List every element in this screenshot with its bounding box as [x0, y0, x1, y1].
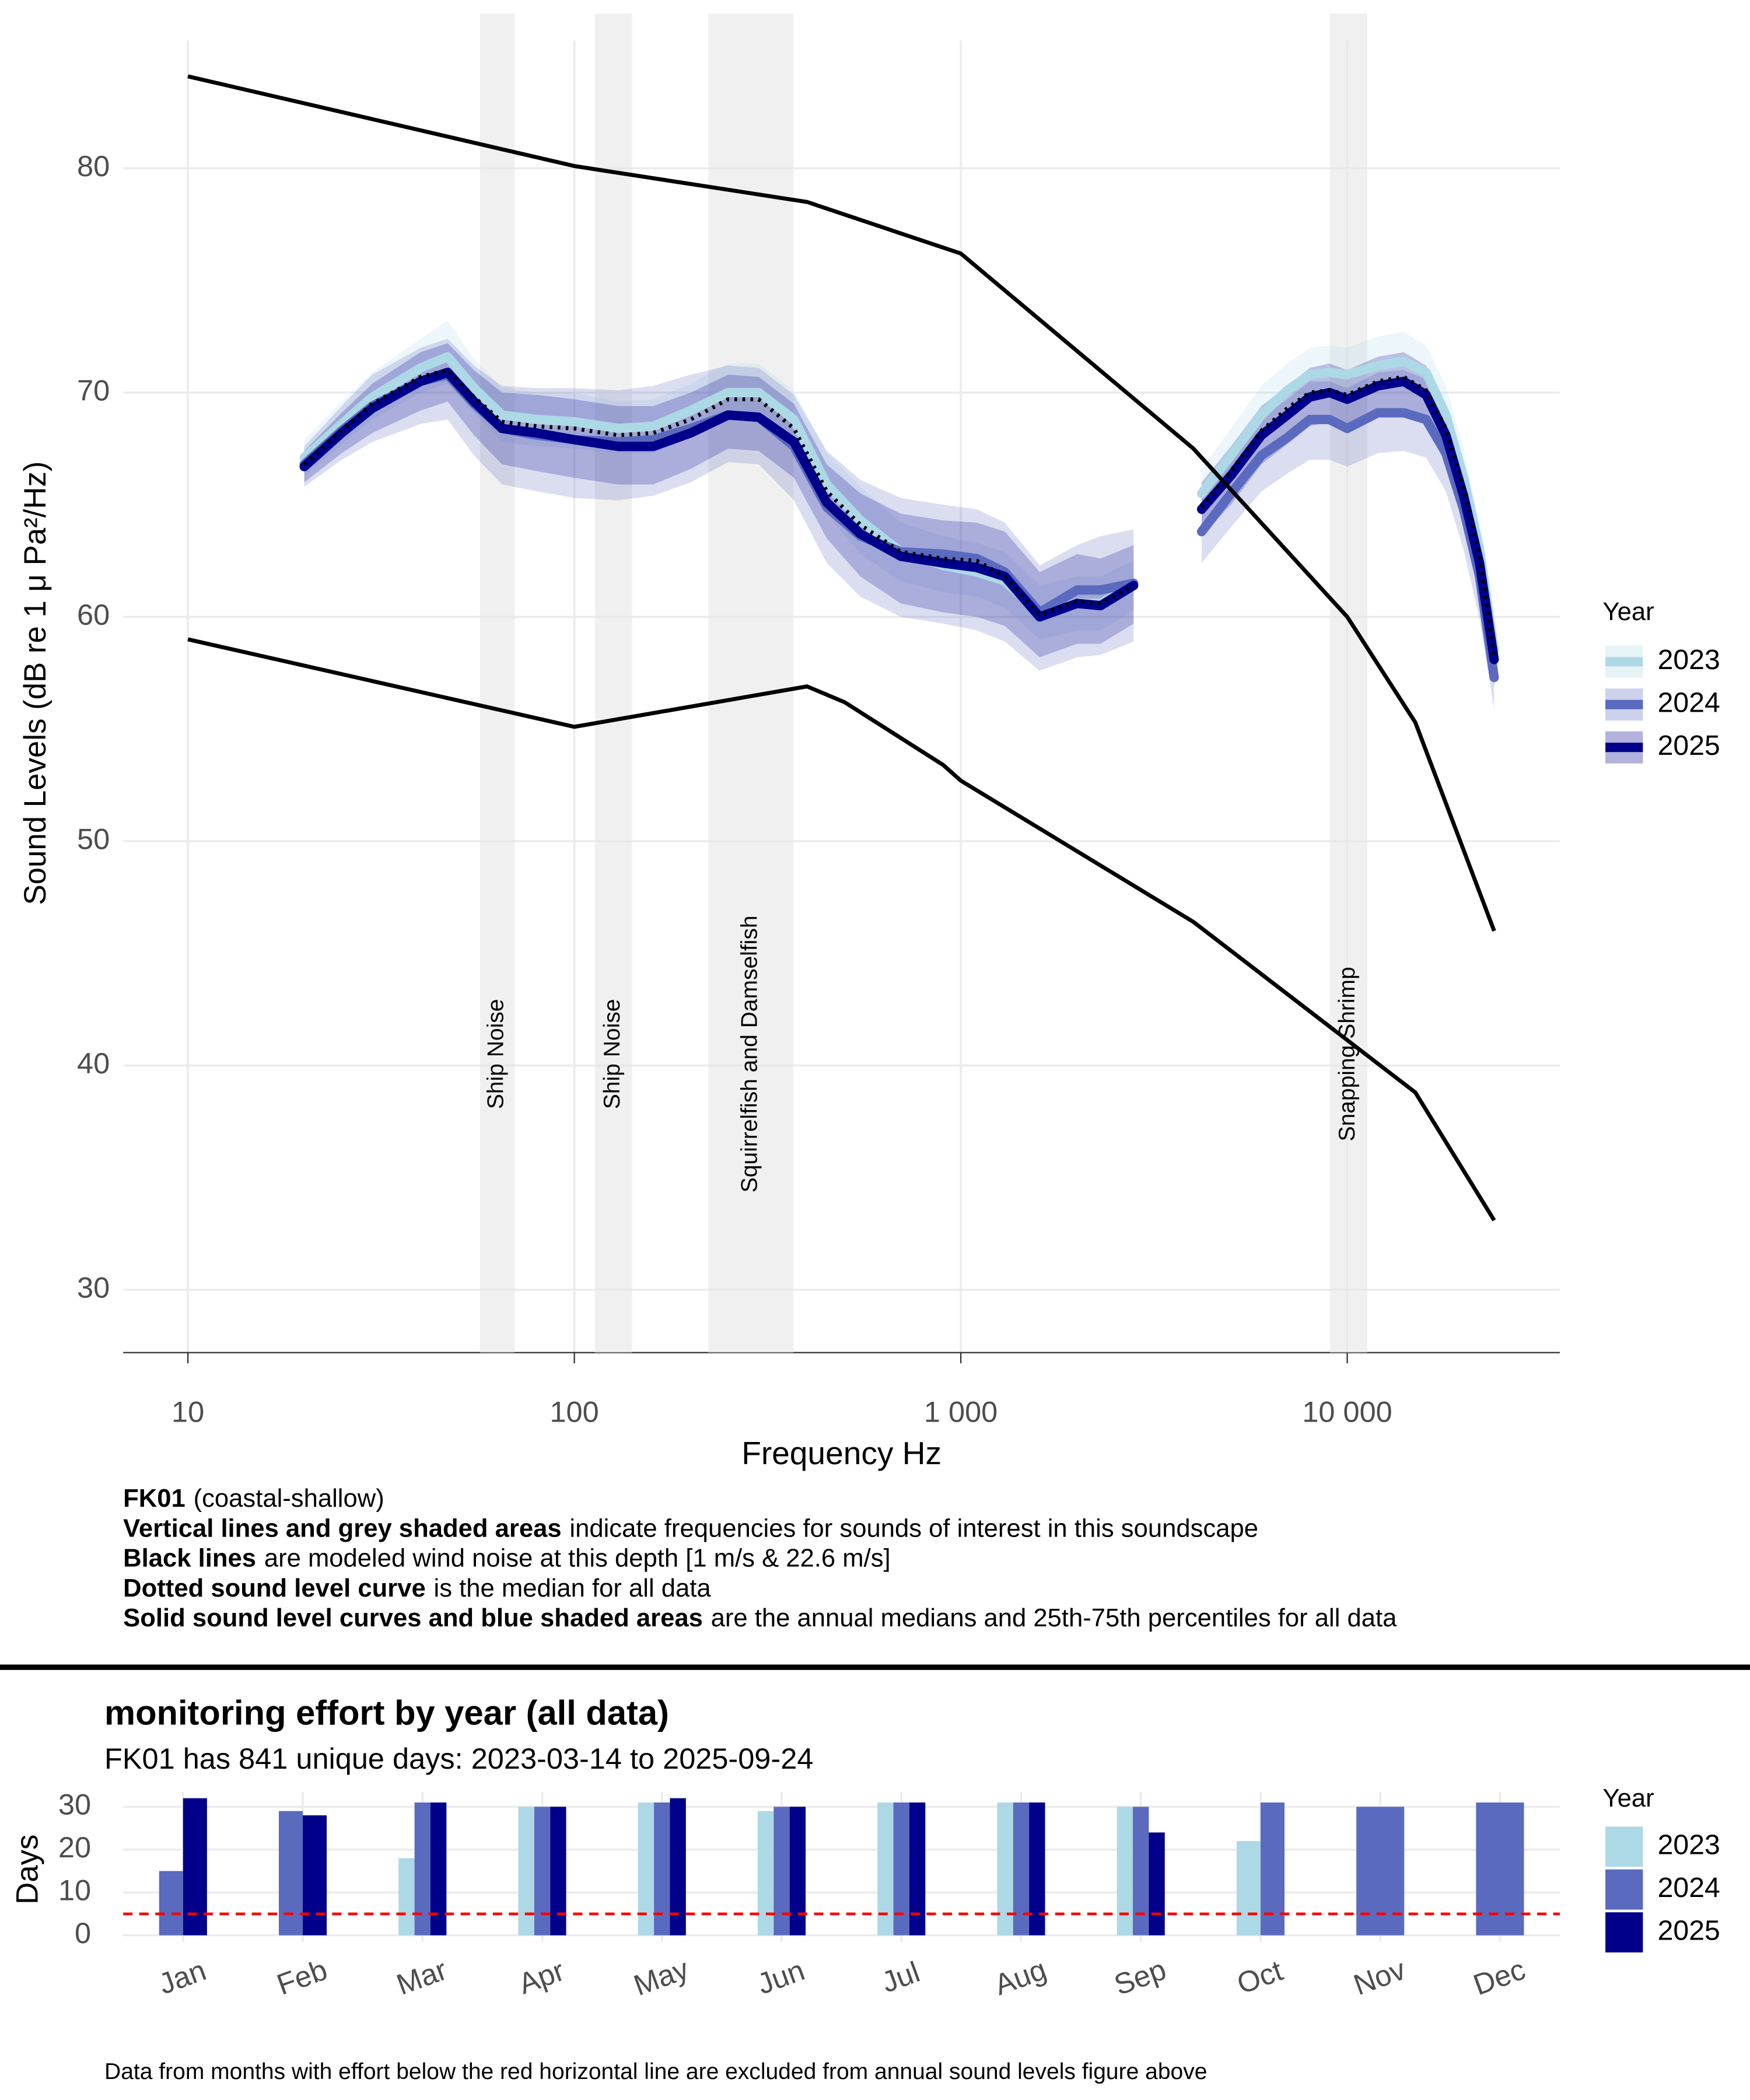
region	[480, 13, 514, 1353]
wind-noise-line	[187, 637, 1496, 1222]
bar	[893, 1802, 909, 1936]
bar	[909, 1802, 926, 1936]
bar	[1149, 1832, 1165, 1936]
bar	[1116, 1807, 1133, 1936]
legend-key	[1605, 1826, 1643, 1867]
caption-bold: Black lines	[123, 1544, 256, 1572]
bar	[534, 1807, 551, 1936]
caption-text: are modeled wind noise at this depth [1 …	[264, 1544, 891, 1572]
bar	[159, 1871, 183, 1936]
bar	[877, 1802, 894, 1936]
bar	[278, 1811, 303, 1936]
y-tick-label: 30	[77, 1270, 110, 1304]
wind-noise-line	[187, 74, 1496, 932]
bar	[303, 1815, 327, 1936]
bar	[774, 1807, 790, 1936]
bar	[670, 1798, 686, 1936]
legend-label: 2023	[1658, 644, 1720, 676]
bar	[1260, 1802, 1285, 1936]
caption-bold: FK01	[123, 1485, 186, 1513]
y-tick-label: 40	[77, 1046, 110, 1080]
legend-key	[1605, 1869, 1643, 1910]
bar	[757, 1811, 774, 1936]
caption-line: Black lines are modeled wind noise at thi…	[123, 1544, 890, 1572]
bar	[1133, 1807, 1149, 1936]
x-tick-label: 10	[172, 1395, 204, 1429]
chart-title: monitoring effort by year (all data)	[104, 1693, 669, 1732]
bar	[183, 1798, 207, 1936]
region	[708, 13, 794, 1353]
legend-title: Year	[1603, 598, 1654, 626]
bar	[550, 1807, 566, 1936]
footnote: Data from months with effort below the r…	[104, 2059, 1207, 2084]
caption-text: (coastal-shallow)	[194, 1485, 384, 1513]
caption-line: Solid sound level curves and blue shaded…	[123, 1604, 1397, 1632]
y-tick-label: 0	[75, 1916, 91, 1950]
bar	[398, 1858, 415, 1936]
percentile-band	[304, 320, 1494, 678]
y-tick-label: 60	[77, 598, 110, 631]
legend-label: 2024	[1658, 687, 1720, 719]
bar	[789, 1807, 806, 1936]
legend-key	[1605, 1912, 1643, 1953]
caption-bold: Vertical lines and grey shaded areas	[123, 1514, 561, 1542]
region	[1329, 13, 1367, 1353]
legend-label: 2023	[1658, 1829, 1720, 1860]
bar	[1013, 1802, 1030, 1936]
chart-subtitle: FK01 has 841 unique days: 2023-03-14 to …	[104, 1742, 813, 1775]
region-label: Squirrelfish and Damselfish	[737, 915, 762, 1192]
y-tick-label: 30	[58, 1788, 91, 1821]
bar	[430, 1802, 447, 1936]
bar	[518, 1807, 534, 1936]
y-tick-label: 50	[77, 822, 110, 855]
caption-line: Dotted sound level curve is the median fo…	[123, 1574, 711, 1602]
bar	[997, 1802, 1013, 1936]
bar	[1236, 1841, 1261, 1936]
x-tick-label: 10 000	[1302, 1395, 1392, 1429]
x-tick-label: 1 000	[924, 1395, 998, 1429]
x-tick-label: 100	[550, 1395, 598, 1429]
caption-line: FK01 (coastal-shallow)	[123, 1485, 384, 1513]
y-tick-label: 80	[77, 149, 110, 183]
y-axis-title: Sound Levels (dB re 1 μ Pa²/Hz)	[18, 461, 52, 905]
y-tick-label: 20	[58, 1831, 91, 1864]
bar	[1029, 1802, 1045, 1936]
caption-bold: Solid sound level curves and blue shaded…	[123, 1604, 703, 1632]
y-tick-label: 10	[58, 1874, 91, 1907]
legend-label: 2024	[1658, 1872, 1720, 1903]
bar	[654, 1802, 670, 1936]
median-line	[303, 368, 1496, 656]
caption-text: are the annual medians and 25th-75th per…	[711, 1604, 1398, 1632]
legend-label: 2025	[1658, 1915, 1720, 1946]
bar	[638, 1802, 654, 1936]
caption-line: Vertical lines and grey shaded areas indi…	[123, 1514, 1258, 1542]
bar	[1356, 1807, 1405, 1936]
bar	[414, 1802, 430, 1936]
y-tick-label: 70	[77, 373, 110, 407]
legend-label: 2025	[1658, 730, 1720, 761]
y-axis-title: Days	[10, 1835, 44, 1905]
region-label: Ship Noise	[600, 999, 625, 1110]
region-label: Snapping Shrimp	[1335, 967, 1360, 1141]
percentile-band	[304, 338, 1494, 709]
region-label: Ship Noise	[484, 999, 509, 1110]
region	[594, 13, 632, 1353]
bar	[1476, 1802, 1524, 1936]
x-axis-title: Frequency Hz	[741, 1435, 942, 1471]
caption-text: indicate frequencies for sounds of inter…	[569, 1514, 1258, 1542]
caption-text: is the median for all data	[434, 1574, 712, 1602]
legend-title: Year	[1603, 1784, 1654, 1812]
caption-bold: Dotted sound level curve	[123, 1574, 426, 1602]
